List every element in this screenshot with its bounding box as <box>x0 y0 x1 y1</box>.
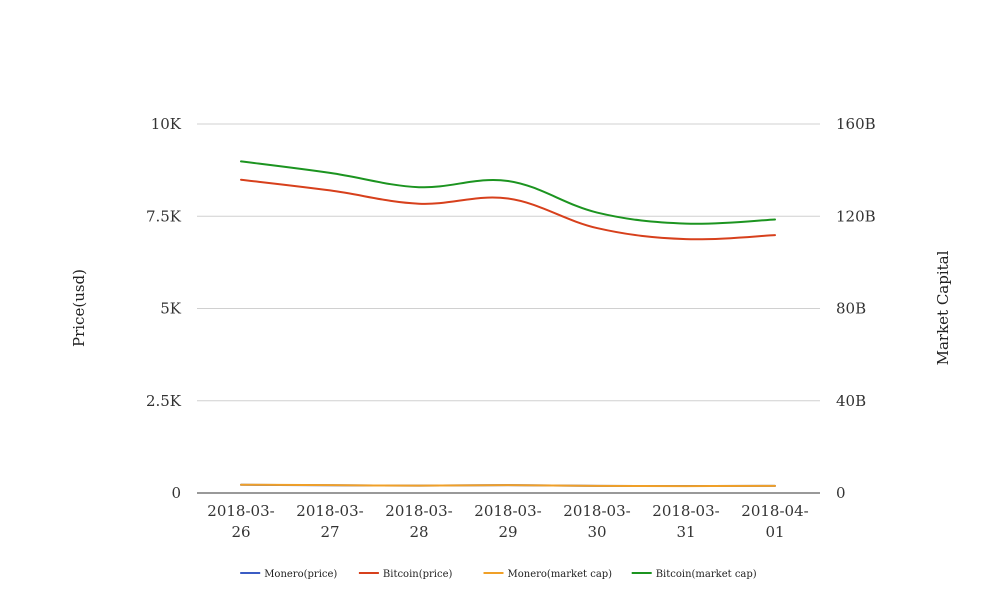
x-tick-label-line: 29 <box>498 523 517 541</box>
legend-item-monero-price[interactable]: Monero(price) <box>240 569 337 580</box>
x-tick-label-line: 31 <box>676 523 695 541</box>
legend-label: Bitcoin(market cap) <box>656 569 757 580</box>
x-tick-label-line: 30 <box>587 523 606 541</box>
gridlines <box>197 123 820 402</box>
x-tick-label: 2018-04- 01 <box>741 502 808 541</box>
y-left-tick-label: 2.5K <box>146 392 182 410</box>
y-right-tick-label: 0 <box>836 484 846 502</box>
y-right-tick-label: 40B <box>836 392 866 410</box>
y-right-tick-label: 120B <box>836 207 876 225</box>
y-left-tick-label: 7.5K <box>146 207 182 225</box>
x-tick-label-line: 2018-03- <box>207 502 274 520</box>
series-line-bitcoin-market-cap <box>240 160 776 225</box>
series-line-bitcoin-price <box>240 178 776 241</box>
y-left-tick-label: 10K <box>151 115 182 133</box>
legend-label: Monero(market cap) <box>508 569 613 580</box>
x-tick-label-line: 27 <box>320 523 339 541</box>
legend[interactable]: Monero(price) Bitcoin(price) Monero(market… <box>240 569 757 580</box>
x-tick-label: 2018-03- 29 <box>474 502 541 541</box>
y-right-axis-title: Market Capital <box>934 250 952 365</box>
x-tick-label: 2018-03- 30 <box>563 502 630 541</box>
series-lines <box>240 160 776 488</box>
y-left-axis-title: Price(usd) <box>70 269 88 347</box>
legend-label: Bitcoin(price) <box>383 569 453 580</box>
x-tick-label: 2018-03- 28 <box>385 502 452 541</box>
x-tick-label-line: 2018-03- <box>652 502 719 520</box>
legend-item-monero-market-cap[interactable]: Monero(market cap) <box>483 569 613 580</box>
legend-label: Monero(price) <box>264 569 337 580</box>
y-right-tick-label: 80B <box>836 300 866 318</box>
x-tick-label-line: 2018-03- <box>563 502 630 520</box>
x-tick-label-line: 26 <box>231 523 250 541</box>
y-left-tick-label: 5K <box>160 300 182 318</box>
x-tick-label: 2018-03- 31 <box>652 502 719 541</box>
x-tick-label-line: 2018-04- <box>741 502 808 520</box>
legend-item-bitcoin-market-cap[interactable]: Bitcoin(market cap) <box>631 569 757 580</box>
x-tick-label-line: 2018-03- <box>296 502 363 520</box>
legend-item-bitcoin-price[interactable]: Bitcoin(price) <box>358 569 453 580</box>
x-tick-label-line: 2018-03- <box>474 502 541 520</box>
y-right-tick-label: 160B <box>836 115 876 133</box>
x-tick-label: 2018-03- 27 <box>296 502 363 541</box>
x-tick-label-line: 2018-03- <box>385 502 452 520</box>
series-line-monero-market-cap <box>240 483 776 488</box>
x-tick-label-line: 01 <box>765 523 784 541</box>
axes: 02.5K5K7.5K10K040B80B120B160B2018-03-262… <box>70 115 952 541</box>
x-tick-label-line: 28 <box>409 523 428 541</box>
x-tick-label: 2018-03- 26 <box>207 502 274 541</box>
y-left-tick-label: 0 <box>171 484 181 502</box>
